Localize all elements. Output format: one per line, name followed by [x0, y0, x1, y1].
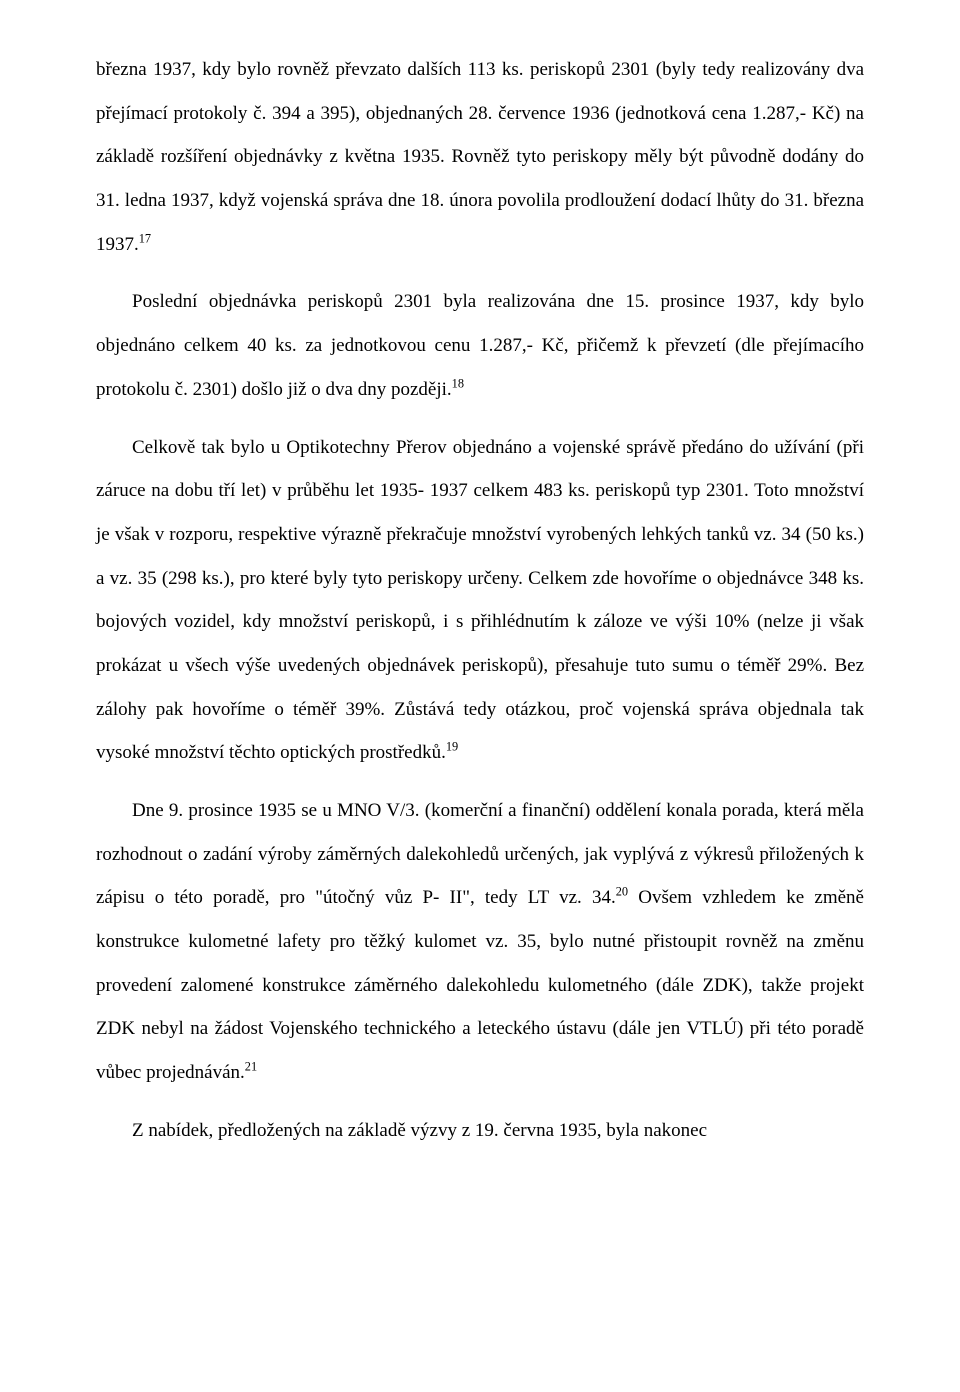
paragraph-1-text: března 1937, kdy bylo rovněž převzato da… [96, 59, 864, 255]
document-page: března 1937, kdy bylo rovněž převzato da… [0, 0, 960, 1153]
footnote-ref-21: 21 [245, 1060, 257, 1074]
paragraph-4: Dne 9. prosince 1935 se u MNO V/3. (kome… [96, 789, 864, 1095]
paragraph-2: Poslední objednávka periskopů 2301 byla … [96, 280, 864, 411]
paragraph-5: Z nabídek, předložených na základě výzvy… [96, 1109, 864, 1153]
paragraph-1: března 1937, kdy bylo rovněž převzato da… [96, 48, 864, 266]
paragraph-5-text: Z nabídek, předložených na základě výzvy… [132, 1120, 707, 1141]
footnote-ref-19: 19 [446, 740, 458, 754]
paragraph-2-text: Poslední objednávka periskopů 2301 byla … [96, 291, 864, 399]
footnote-ref-18: 18 [452, 376, 464, 390]
footnote-ref-17: 17 [139, 231, 151, 245]
paragraph-4-part-2: Ovšem vzhledem ke změně konstrukce kulom… [96, 887, 864, 1083]
paragraph-3: Celkově tak bylo u Optikotechny Přerov o… [96, 426, 864, 776]
paragraph-3-text: Celkově tak bylo u Optikotechny Přerov o… [96, 437, 864, 764]
footnote-ref-20: 20 [616, 885, 628, 899]
